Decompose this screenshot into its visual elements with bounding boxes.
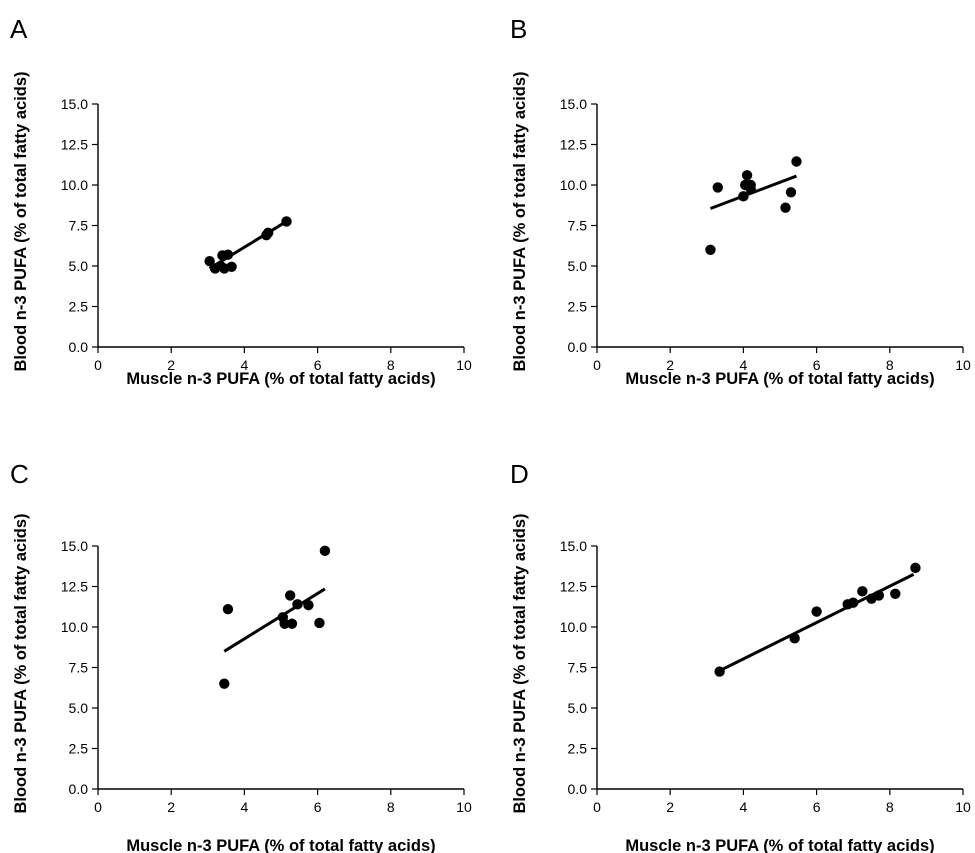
panel-d-y-tick-label: 12.5 — [560, 579, 587, 595]
panel-b-y-tick-label: 7.5 — [568, 218, 588, 234]
panel-c-data-point — [303, 599, 314, 611]
panel-c-data-point — [286, 618, 298, 629]
panel-c-x-tick-label: 10 — [456, 799, 472, 815]
panel-b-data-point — [791, 156, 802, 167]
panel-a-data-point — [262, 227, 274, 238]
panel-d-x-tick-label: 6 — [813, 799, 821, 815]
panel-d-x-tick-label: 0 — [593, 799, 601, 815]
panel-a-data-point — [281, 216, 292, 227]
panel-d-data-point — [848, 597, 859, 608]
panel-c-y-tick-label: 0.0 — [69, 781, 89, 797]
panel-a-x-tick-label: 2 — [167, 357, 175, 373]
panel-d-y-tick-label: 5.0 — [568, 700, 588, 716]
panel-a-x-tick-label: 10 — [456, 357, 472, 373]
panel-b-letter: B — [510, 14, 527, 44]
panel-a-y-axis-title: Blood n-3 PUFA (% of total fatty acids) — [12, 71, 30, 371]
panel-d-letter: D — [510, 459, 529, 489]
panel-d-y-axis-title: Blood n-3 PUFA (% of total fatty acids) — [511, 513, 529, 813]
panel-c-x-tick-label: 8 — [387, 799, 395, 815]
panel-a-data-point — [222, 249, 234, 260]
panel-c-x-axis-title: Muscle n-3 PUFA (% of total fatty acids) — [126, 837, 435, 853]
panel-d-fit-line — [718, 573, 915, 673]
panel-d-x-tick-label: 10 — [955, 799, 971, 815]
panel-c-y-tick-label: 12.5 — [61, 579, 88, 595]
panel-b-y-tick-label: 15.0 — [560, 96, 587, 112]
panel-a-y-tick-label: 10.0 — [61, 177, 88, 193]
panel-b-data-point — [712, 182, 723, 193]
panel-b-y-axis-title: Blood n-3 PUFA (% of total fatty acids) — [511, 71, 529, 371]
panel-a-letter: A — [10, 14, 28, 44]
panel-d-data-point — [857, 586, 868, 597]
panel-b-y-tick-label: 0.0 — [568, 339, 588, 355]
panel-d-data-point — [811, 606, 822, 617]
panel-d-data-point — [714, 666, 725, 677]
panel-b-data-point — [745, 183, 756, 195]
panel-a-y-tick-label: 12.5 — [61, 137, 88, 153]
panel-b-x-axis-title: Muscle n-3 PUFA (% of total fatty acids) — [625, 370, 934, 388]
panel-c-data-point — [219, 678, 230, 689]
panel-a-x-tick-label: 0 — [94, 357, 102, 373]
panel-a-data-point — [226, 261, 237, 273]
panel-a-x-tick-label: 4 — [241, 357, 249, 373]
panel-c-data-point — [284, 590, 296, 601]
panel-d-data-point — [890, 588, 901, 599]
panel-b-data-point — [780, 202, 791, 213]
panel-c-data-point — [314, 617, 325, 629]
panel-c-data-point — [279, 618, 290, 629]
panel-a-y-tick-label: 2.5 — [69, 299, 89, 315]
panel-d-y-tick-label: 15.0 — [560, 538, 587, 554]
panel-d-data-point — [910, 562, 921, 574]
panel-c-x-tick-label: 0 — [94, 799, 102, 815]
panel-b-x-tick-label: 10 — [955, 357, 971, 373]
panel-b-data-point — [738, 191, 749, 202]
panel-c-y-tick-label: 2.5 — [69, 741, 89, 757]
panel-d-y-tick-label: 0.0 — [568, 781, 588, 797]
panel-a-x-axis-title: Muscle n-3 PUFA (% of total fatty acids) — [126, 370, 435, 388]
panel-c-letter: C — [10, 459, 29, 489]
panel-b-data-point — [741, 170, 753, 181]
panel-c-data-point — [222, 603, 234, 615]
panel-c-y-tick-label: 5.0 — [69, 700, 89, 716]
panel-b-y-tick-label: 10.0 — [560, 177, 587, 193]
panel-c-data-point — [319, 545, 331, 557]
panel-b-data-point — [705, 244, 716, 255]
panel-b-x-tick-label: 8 — [886, 357, 894, 373]
panel-c-y-tick-label: 7.5 — [69, 660, 89, 676]
panel-a-y-tick-label: 5.0 — [69, 258, 89, 274]
panel-d-y-tick-label: 2.5 — [568, 741, 588, 757]
panel-d-data-point — [873, 590, 885, 601]
panel-d-x-tick-label: 4 — [740, 799, 748, 815]
panel-a-x-tick-label: 8 — [387, 357, 395, 373]
panel-d-x-tick-label: 2 — [666, 799, 674, 815]
panel-b-y-tick-label: 12.5 — [560, 137, 587, 153]
panel-d-x-tick-label: 8 — [886, 799, 894, 815]
panel-c-fit-line — [223, 587, 326, 653]
panel-c-y-axis-title: Blood n-3 PUFA (% of total fatty acids) — [12, 513, 30, 813]
panel-b-x-tick-label: 4 — [740, 357, 748, 373]
panel-c-y-tick-label: 15.0 — [61, 538, 88, 554]
panel-d-y-tick-label: 10.0 — [560, 619, 587, 635]
panel-b-x-tick-label: 2 — [666, 357, 674, 373]
panel-c-x-tick-label: 6 — [314, 799, 322, 815]
panel-a-data-point — [204, 255, 215, 267]
panel-b-y-tick-label: 2.5 — [568, 299, 588, 315]
panel-b-data-point — [785, 187, 797, 198]
panel-a-x-tick-label: 6 — [314, 357, 322, 373]
panel-c-data-point — [292, 599, 303, 610]
panel-c-y-tick-label: 10.0 — [61, 619, 88, 635]
panel-b-y-tick-label: 5.0 — [568, 258, 588, 274]
panel-d-y-tick-label: 7.5 — [568, 660, 588, 676]
panel-b-x-tick-label: 6 — [813, 357, 821, 373]
panel-b-x-tick-label: 0 — [593, 357, 601, 373]
panel-a-y-tick-label: 15.0 — [61, 96, 88, 112]
panel-a-y-tick-label: 7.5 — [69, 218, 89, 234]
panel-d-x-axis-title: Muscle n-3 PUFA (% of total fatty acids) — [625, 837, 934, 853]
panel-a-y-tick-label: 0.0 — [69, 339, 89, 355]
panel-c-x-tick-label: 4 — [241, 799, 249, 815]
panel-c-x-tick-label: 2 — [167, 799, 175, 815]
panel-d-data-point — [789, 633, 800, 644]
